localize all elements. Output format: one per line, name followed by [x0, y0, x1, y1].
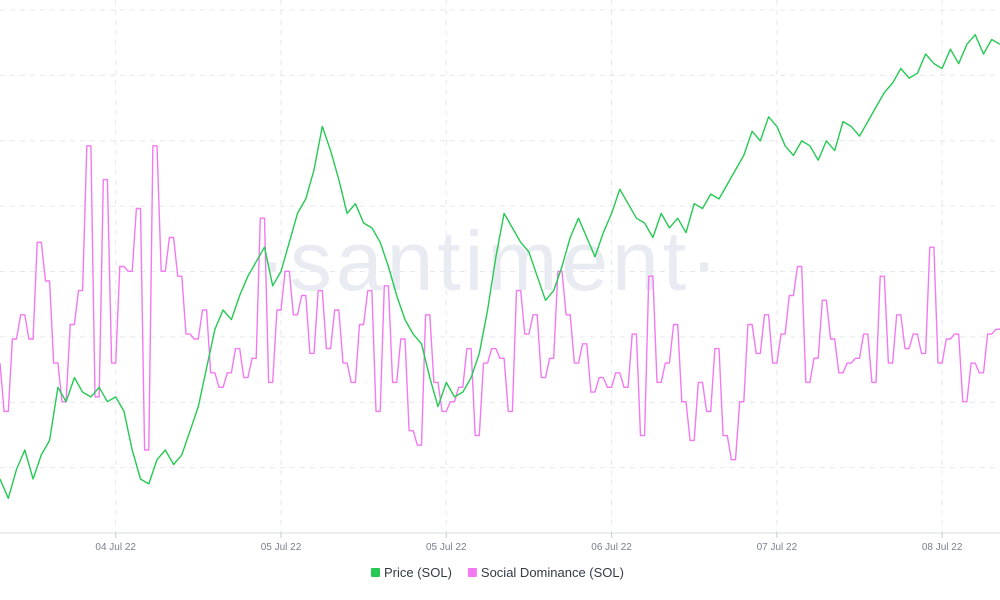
legend-swatch [467, 568, 477, 577]
x-axis: 04 Jul 22 05 Jul 22 05 Jul 22 06 Jul 22 07 J… [0, 532, 1000, 553]
x-tick-label: 07 Jul 22 [757, 542, 798, 553]
legend-swatch [371, 568, 380, 577]
series-line-price [0, 34, 1000, 499]
x-tick-label: 06 Jul 22 [591, 542, 632, 553]
watermark: ·santiment· [258, 214, 722, 308]
x-tick-label: 08 Jul 22 [922, 542, 963, 553]
legend: Price (SOL) Social Dominance (SOL) [371, 565, 624, 580]
series-line-social-dominance [0, 145, 1000, 461]
legend-label: Social Dominance (SOL) [481, 565, 624, 580]
series-layer [0, 34, 1000, 499]
legend-label: Price (SOL) [384, 565, 452, 580]
x-tick-label: 04 Jul 22 [95, 542, 136, 553]
x-tick-label: 05 Jul 22 [261, 542, 302, 553]
x-tick-label: 05 Jul 22 [426, 542, 467, 553]
